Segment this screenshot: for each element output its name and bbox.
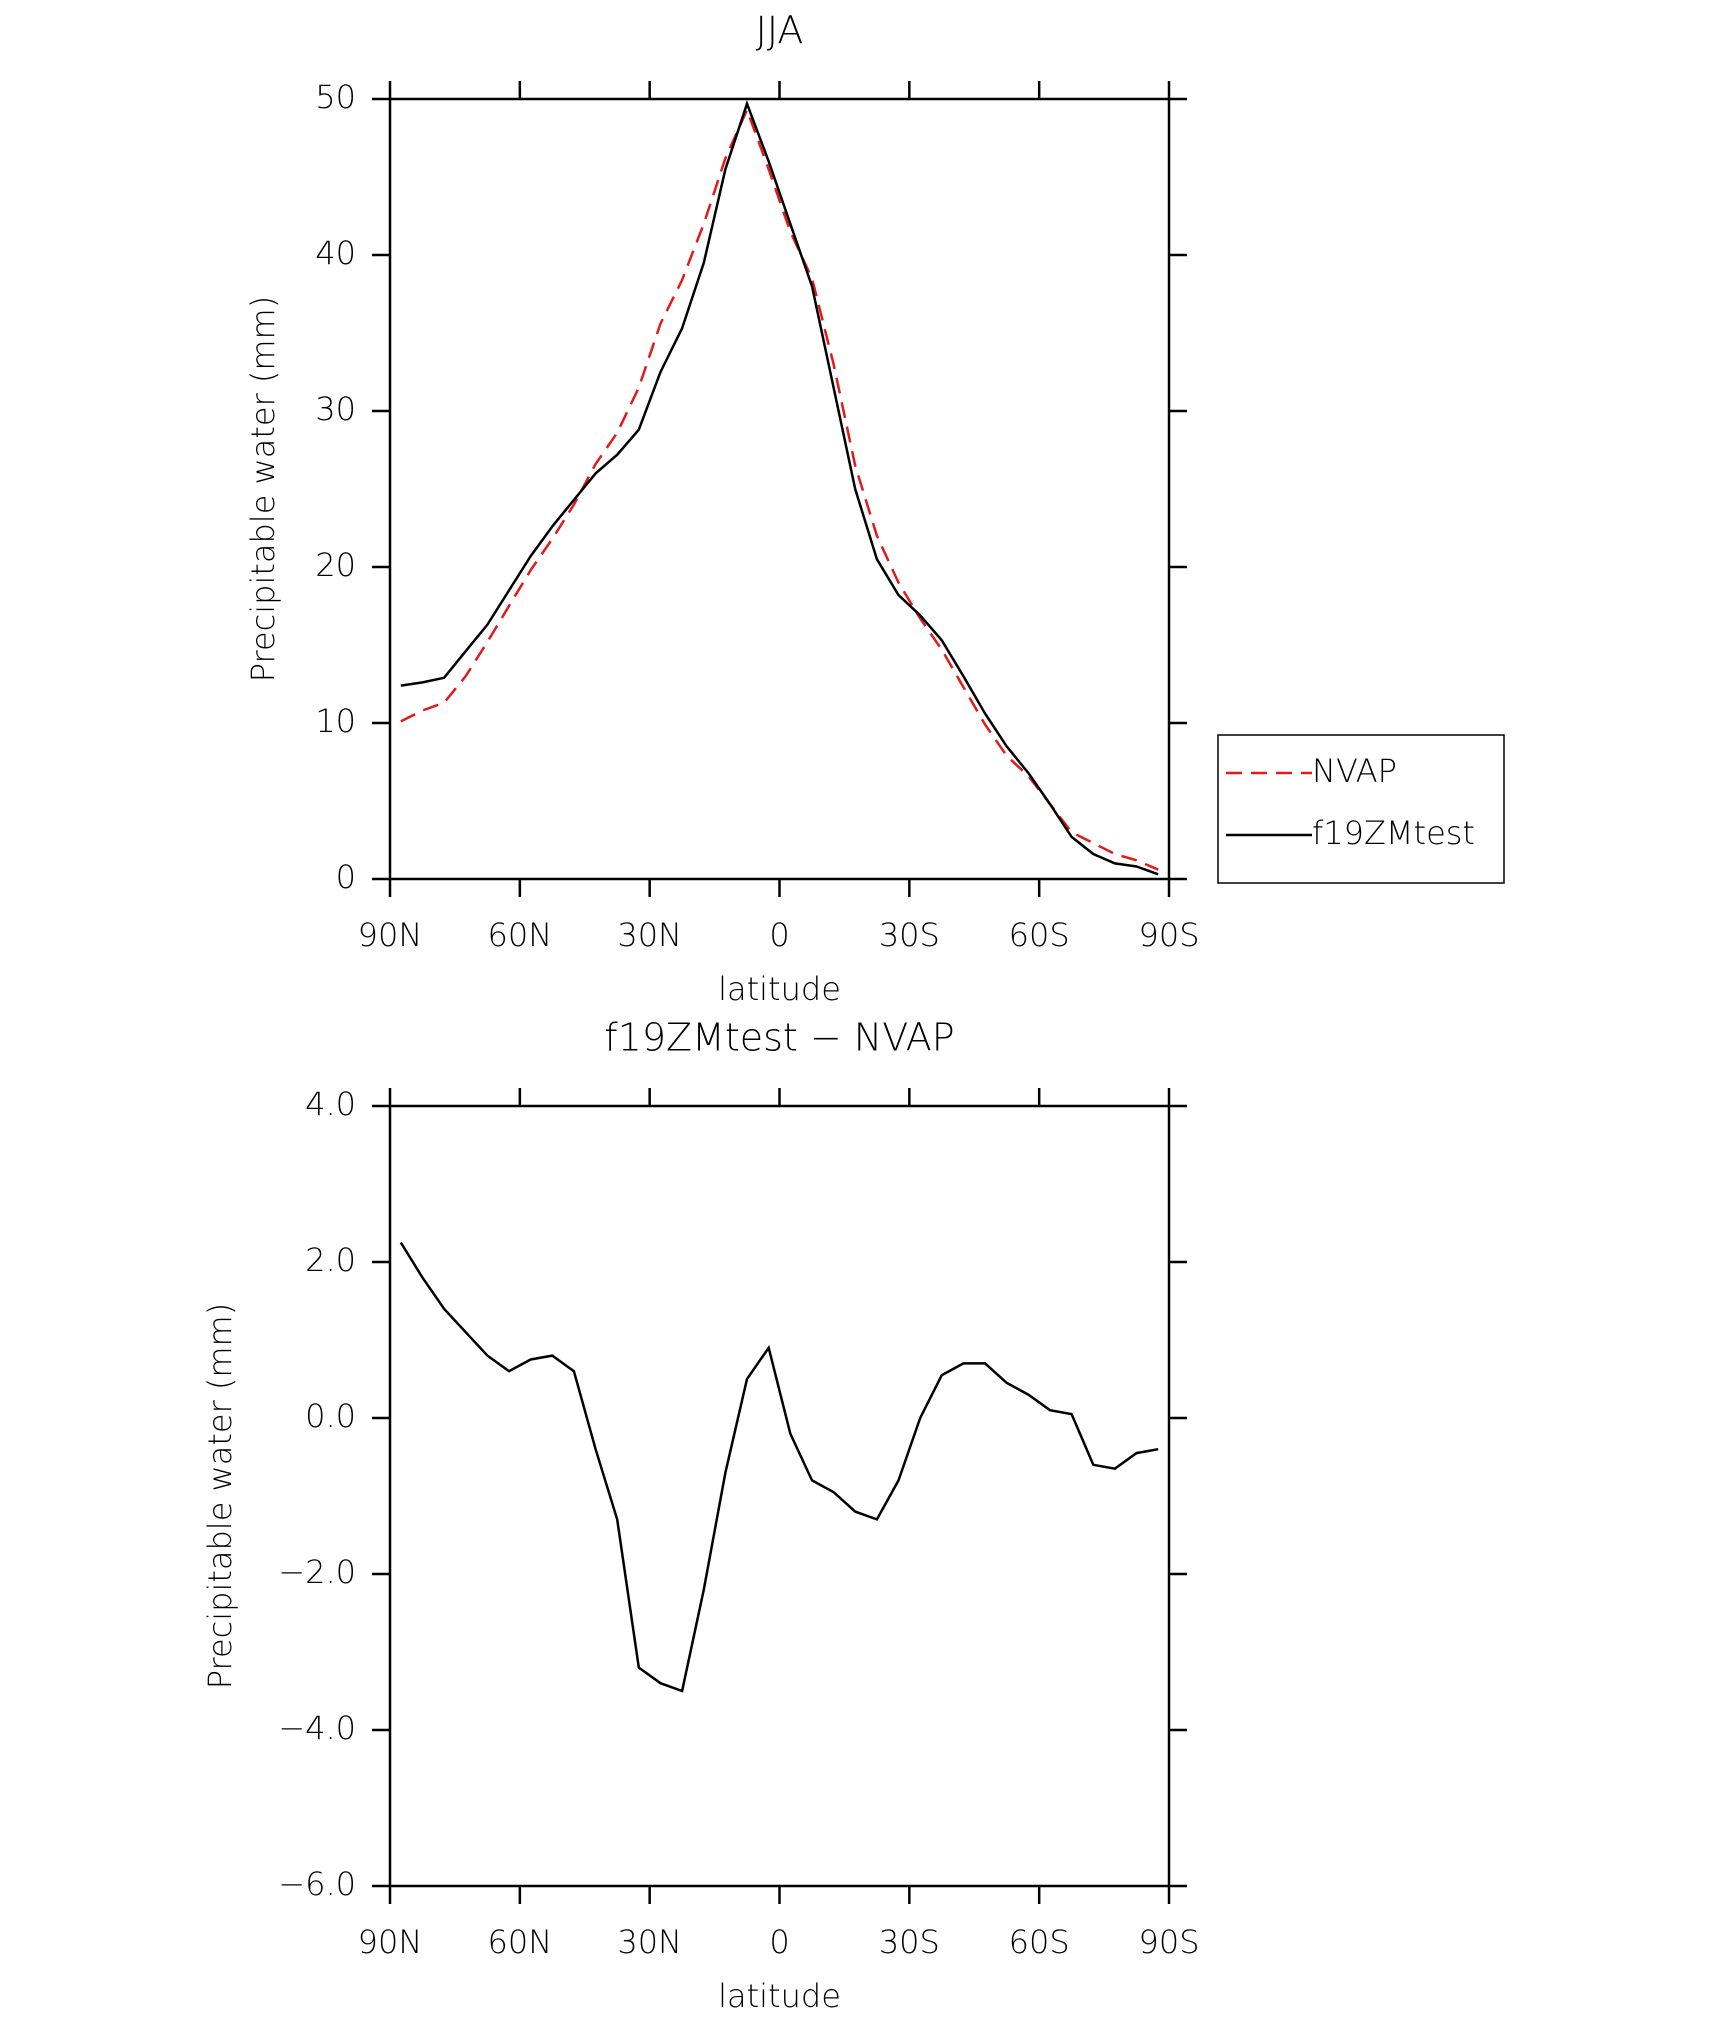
x-tick-label: 90N [358, 1923, 423, 1961]
y-axis-label: Precipitable water (mm) [244, 296, 282, 682]
series-line [400, 106, 1159, 871]
x-axis-label: latitude [718, 1977, 841, 2015]
y-tick-label: 0.0 [305, 1397, 356, 1435]
y-tick-label: −2.0 [278, 1553, 356, 1591]
y-tick-label: −4.0 [278, 1709, 356, 1747]
x-tick-label: 30S [879, 1923, 940, 1961]
x-tick-label: 30N [617, 916, 682, 954]
y-tick-label: 2.0 [305, 1241, 356, 1279]
x-tick-label: 90S [1138, 916, 1199, 954]
y-tick-label: 50 [315, 78, 356, 116]
legend-label: NVAP [1312, 752, 1397, 790]
y-tick-label: 0 [336, 858, 356, 896]
x-tick-label: 30S [879, 916, 940, 954]
x-tick-label: 60N [488, 916, 553, 954]
series-line [399, 1241, 1159, 1693]
y-tick-label: 4.0 [305, 1085, 356, 1123]
legend-box [1217, 734, 1505, 884]
x-tick-label: 0 [769, 1923, 789, 1961]
y-axis-label: Precipitable water (mm) [201, 1303, 239, 1689]
x-tick-label: 60N [488, 1923, 553, 1961]
chart-title: f19ZMtest − NVAP [604, 1016, 954, 1060]
x-tick-label: 60S [1009, 916, 1070, 954]
x-tick-label: 30N [617, 1923, 682, 1961]
y-tick-label: 20 [315, 546, 356, 584]
chart-title: JJA [756, 9, 804, 53]
legend-label: f19ZMtest [1312, 814, 1475, 852]
x-tick-label: 90S [1138, 1923, 1199, 1961]
x-tick-label: 60S [1009, 1923, 1070, 1961]
x-axis-label: latitude [718, 970, 841, 1008]
x-tick-label: 0 [769, 916, 789, 954]
plot-frame [388, 1104, 1171, 1888]
plot-frame [388, 97, 1171, 881]
y-tick-label: 40 [315, 234, 356, 272]
y-tick-label: 30 [315, 390, 356, 428]
series-line [400, 99, 1159, 876]
x-tick-label: 90N [358, 916, 423, 954]
y-tick-label: 10 [315, 702, 356, 740]
y-tick-label: −6.0 [278, 1865, 356, 1903]
